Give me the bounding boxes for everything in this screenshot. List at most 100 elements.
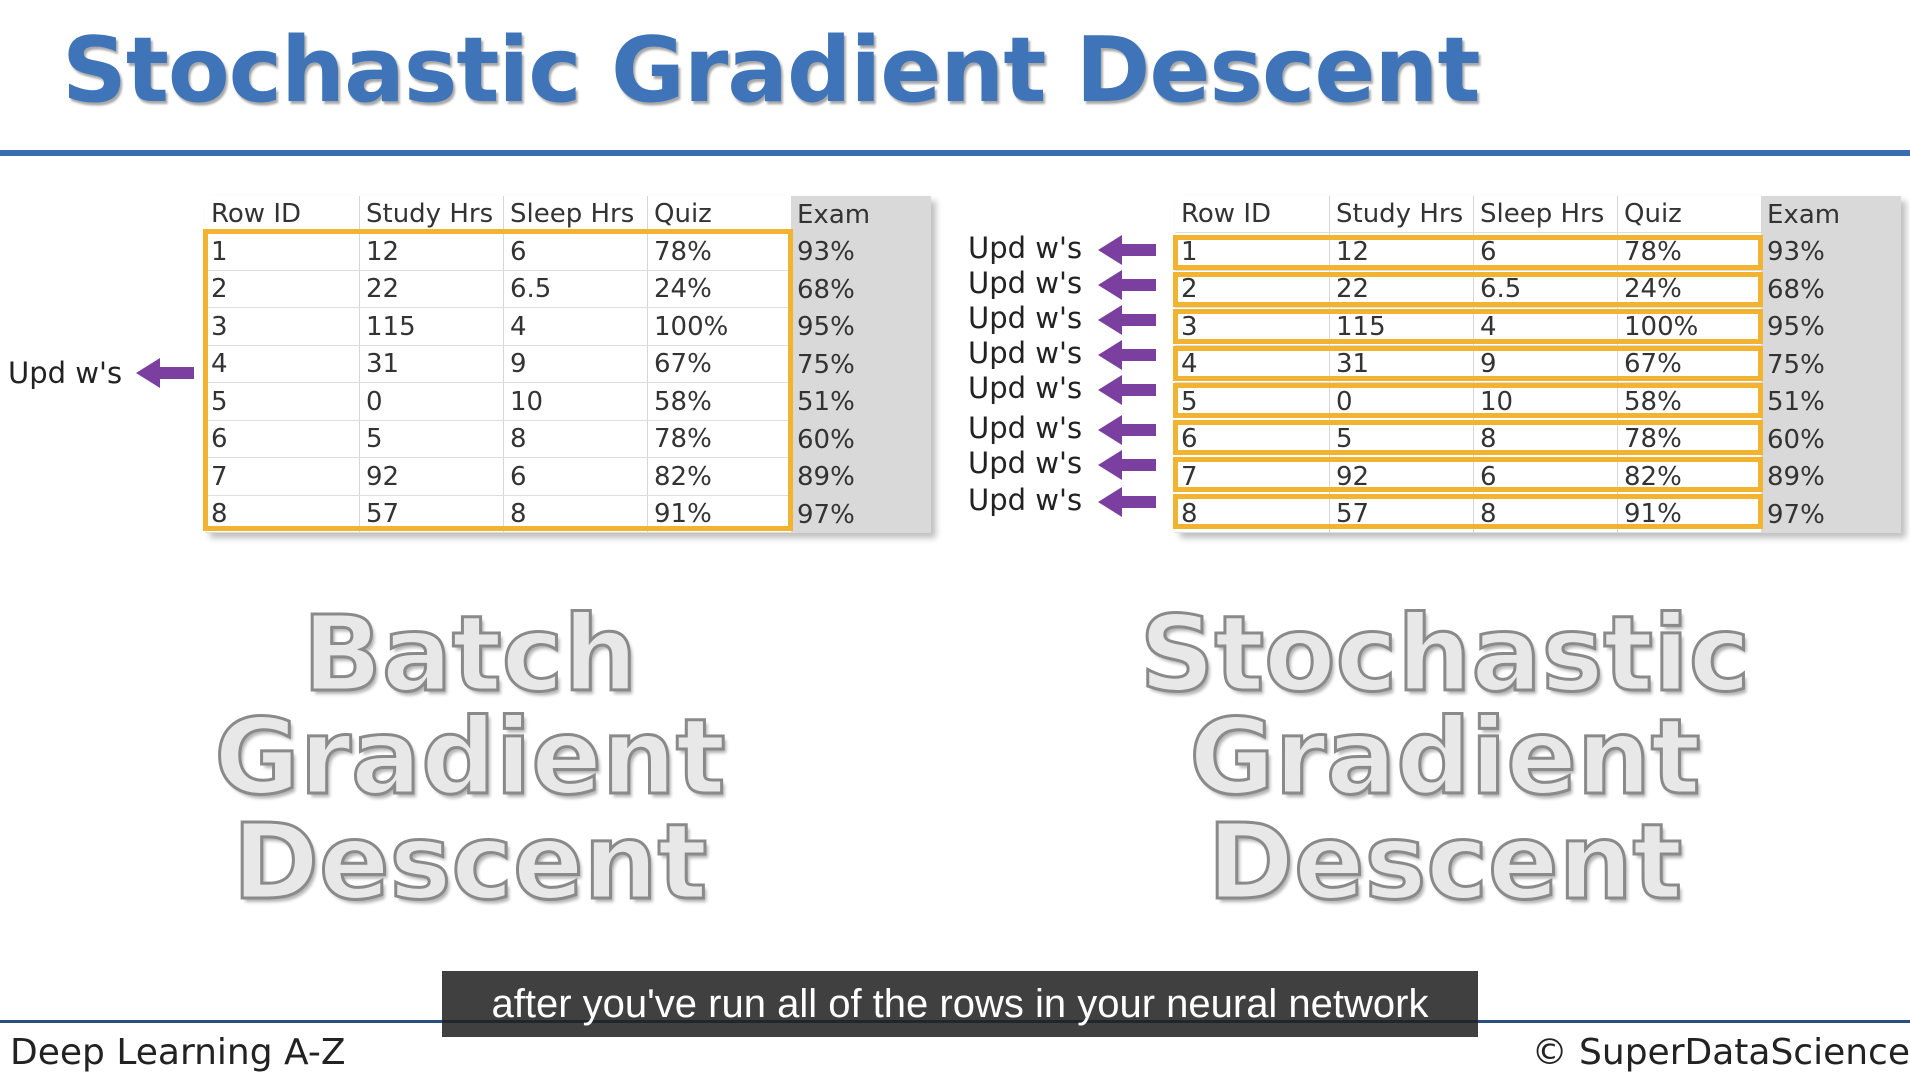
row-highlight-box xyxy=(1173,420,1763,455)
row-highlight-box xyxy=(1173,494,1763,529)
table-cell: 9 xyxy=(503,345,648,383)
stochastic-label-line: Descent xyxy=(1206,801,1684,923)
table-cell: 89% xyxy=(1761,457,1901,495)
table-cell: 10 xyxy=(503,382,648,421)
left-arrow-icon xyxy=(1098,450,1156,480)
batch-highlight-box xyxy=(203,229,793,531)
table-cell: 6 xyxy=(503,232,648,271)
table-header-row: Row ID Study Hrs Sleep Hrs Quiz Exam xyxy=(205,196,931,233)
table-cell: 6.5 xyxy=(503,270,648,308)
row-highlight-box xyxy=(1173,272,1763,307)
title-divider xyxy=(0,150,1910,156)
header-cell: Study Hrs xyxy=(359,196,504,233)
row-highlight-box xyxy=(1173,235,1763,270)
table-row: 5 0 10 58% 51% xyxy=(205,382,931,421)
header-cell: Row ID xyxy=(1175,196,1330,233)
table-row: 1 12 6 78% 93% xyxy=(205,232,931,271)
table-cell: 93% xyxy=(1761,232,1901,270)
update-weights-label: Upd w's xyxy=(968,266,1083,300)
video-subtitle: after you've run all of the rows in your… xyxy=(442,971,1478,1037)
table-cell: 5 xyxy=(205,382,360,421)
left-arrow-icon xyxy=(1098,375,1156,405)
table-cell: 68% xyxy=(1761,270,1901,308)
update-weights-label: Upd w's xyxy=(968,411,1083,445)
table-cell: 115 xyxy=(359,307,504,346)
header-cell: Sleep Hrs xyxy=(1473,196,1618,233)
row-highlight-box xyxy=(1173,309,1763,344)
header-cell: Study Hrs xyxy=(1329,196,1474,233)
batch-label-line: Batch xyxy=(301,593,639,715)
table-header-row: Row ID Study Hrs Sleep Hrs Quiz Exam xyxy=(1175,196,1901,233)
table-cell: 1 xyxy=(205,232,360,271)
update-weights-label: Upd w's xyxy=(8,356,123,390)
header-cell: Exam xyxy=(1761,196,1901,233)
table-cell: 58% xyxy=(647,382,791,421)
stochastic-label-line: Stochastic xyxy=(1138,593,1752,715)
table-row: 2 22 6.5 24% 68% xyxy=(205,270,931,308)
table-cell: 95% xyxy=(791,307,931,345)
row-highlight-box xyxy=(1173,457,1763,492)
table-cell: 4 xyxy=(205,345,360,383)
table-cell: 78% xyxy=(647,232,791,271)
update-weights-label: Upd w's xyxy=(968,231,1083,265)
table-row: 6 5 8 78% 60% xyxy=(205,420,931,458)
table-cell: 2 xyxy=(205,270,360,308)
table-cell: 95% xyxy=(1761,307,1901,345)
left-arrow-icon xyxy=(1098,270,1156,300)
left-arrow-icon xyxy=(136,358,194,388)
left-arrow-icon xyxy=(1098,235,1156,265)
table-cell: 3 xyxy=(205,307,360,346)
table-cell: 60% xyxy=(791,420,931,458)
left-arrow-icon xyxy=(1098,340,1156,370)
table-cell: 5 xyxy=(359,420,504,458)
table-cell: 78% xyxy=(647,420,791,458)
table-cell: 97% xyxy=(791,495,931,533)
table-cell: 8 xyxy=(503,420,648,458)
table-cell: 4 xyxy=(503,307,648,346)
table-cell: 75% xyxy=(1761,345,1901,383)
slide-title: Stochastic Gradient Descent xyxy=(62,18,1480,123)
table-cell: 6 xyxy=(205,420,360,458)
update-weights-label: Upd w's xyxy=(968,336,1083,370)
left-arrow-icon xyxy=(1098,487,1156,517)
update-weights-label: Upd w's xyxy=(968,301,1083,335)
table-cell: 51% xyxy=(1761,382,1901,420)
table-cell: 60% xyxy=(1761,420,1901,458)
table-cell: 67% xyxy=(647,345,791,383)
table-cell: 68% xyxy=(791,270,931,308)
table-row: 4 31 9 67% 75% xyxy=(205,345,931,383)
table-cell: 7 xyxy=(205,457,360,496)
left-arrow-icon xyxy=(1098,305,1156,335)
header-cell: Quiz xyxy=(647,196,791,233)
table-cell: 82% xyxy=(647,457,791,496)
row-highlight-box xyxy=(1173,346,1763,381)
table-cell: 89% xyxy=(791,457,931,495)
batch-label-line: Descent xyxy=(231,801,709,923)
table-cell: 24% xyxy=(647,270,791,308)
header-cell: Exam xyxy=(791,196,931,233)
header-cell: Quiz xyxy=(1617,196,1761,233)
table-cell: 31 xyxy=(359,345,504,383)
table-cell: 93% xyxy=(791,232,931,270)
table-cell: 12 xyxy=(359,232,504,271)
table-cell: 100% xyxy=(647,307,791,346)
course-name: Deep Learning A-Z xyxy=(10,1032,346,1073)
update-weights-label: Upd w's xyxy=(968,483,1083,517)
batch-label-line: Gradient xyxy=(213,696,727,818)
update-weights-label: Upd w's xyxy=(968,371,1083,405)
table-cell: 97% xyxy=(1761,495,1901,533)
table-cell: 51% xyxy=(791,382,931,420)
table-row: 3 115 4 100% 95% xyxy=(205,307,931,346)
header-cell: Sleep Hrs xyxy=(503,196,648,233)
table-cell: 22 xyxy=(359,270,504,308)
table-cell: 0 xyxy=(359,382,504,421)
left-arrow-icon xyxy=(1098,415,1156,445)
table-row: 7 92 6 82% 89% xyxy=(205,457,931,496)
copyright-notice: © SuperDataScience xyxy=(1531,1032,1910,1073)
update-weights-label: Upd w's xyxy=(968,446,1083,480)
header-cell: Row ID xyxy=(205,196,360,233)
table-cell: 75% xyxy=(791,345,931,383)
row-highlight-box xyxy=(1173,383,1763,418)
table-cell: 92 xyxy=(359,457,504,496)
stochastic-label-line: Gradient xyxy=(1188,696,1702,818)
